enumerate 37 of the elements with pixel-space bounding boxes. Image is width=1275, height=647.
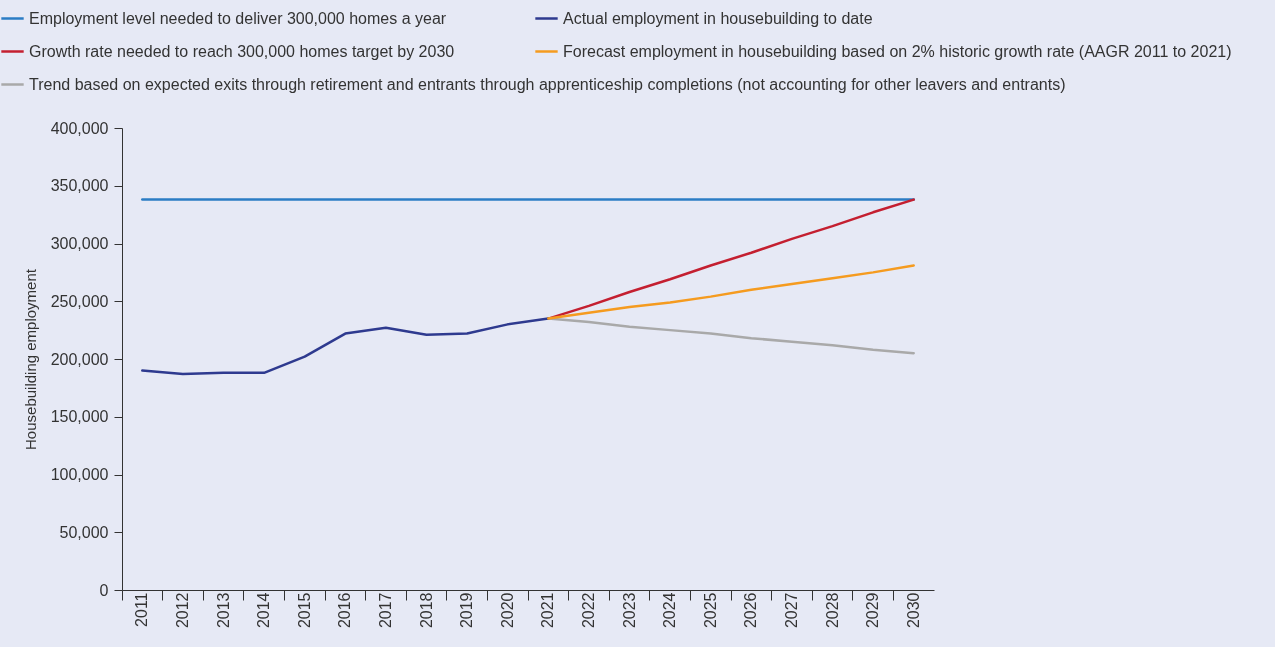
legend-label: Trend based on expected exits through retirement and entrants through apprenticeship completions (not accounting for other leavers and entrants) [29,75,1066,93]
x-tick-label: 2015 [295,592,313,629]
x-tick-label: 2029 [864,592,882,629]
y-tick-label: 350,000 [50,177,109,195]
x-tick-label: 2012 [173,592,191,629]
legend-label: Employment level needed to deliver 300,000 homes a year [29,9,447,27]
legend-label: Growth rate needed to reach 300,000 homes target by 2030 [29,42,455,60]
x-tick-label: 2020 [498,592,516,629]
x-tick-label: 2030 [904,592,922,629]
legend-label: Forecast employment in housebuilding based on 2% historic growth rate (AAGR 2011 to 2021) [563,42,1232,60]
x-tick-label: 2027 [782,592,800,629]
x-tick-label: 2017 [376,592,394,629]
legend-label: Actual employment in housebuilding to date [563,9,873,27]
y-tick-label: 100,000 [50,466,109,483]
x-tick-label: 2026 [742,592,760,629]
x-tick-label: 2014 [255,592,273,629]
y-tick-label: 250,000 [50,292,109,310]
y-tick-label: 150,000 [50,408,109,426]
x-tick-label: 2019 [458,592,476,629]
x-tick-label: 2023 [620,592,638,629]
x-tick-label: 2021 [539,592,557,629]
y-tick-label: 400,000 [50,119,109,137]
x-tick-label: 2011 [133,592,151,627]
y-tick-label: 50,000 [59,523,109,541]
x-tick-label: 2022 [579,592,597,629]
x-tick-label: 2025 [701,592,719,629]
y-tick-label: 0 [99,581,109,599]
line-series [141,317,550,376]
line-series [547,264,915,320]
x-tick-label: 2024 [661,592,679,629]
y-tick-label: 200,000 [50,350,109,368]
x-tick-label: 2016 [336,592,354,629]
x-tick-label: 2013 [214,592,232,629]
y-tick-label: 300,000 [50,235,109,252]
y-axis-title: Housebuilding employment [21,268,39,450]
x-tick-label: 2028 [823,592,841,629]
x-tick-label: 2018 [417,592,435,629]
